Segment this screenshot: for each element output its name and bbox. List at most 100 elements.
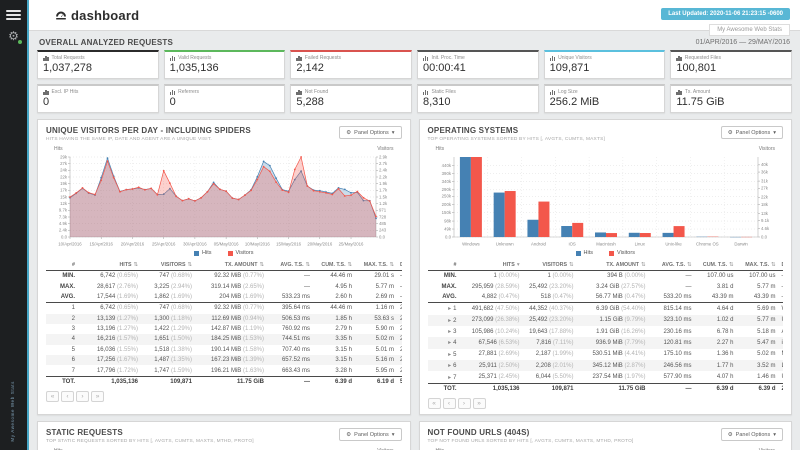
cell: Macintosh [779,349,784,360]
stat-card: Referrers 0 [163,84,286,113]
cell: 27,881 (2.69%) [478,351,520,358]
column-header[interactable]: DATA⇅ [779,260,784,271]
operating-systems-chart[interactable]: 0.0 49k 98k 150k 200k 250k 290k 340k 390k 440k 0.0… [428,153,784,249]
panel-options-button[interactable]: ⚙ Panel Options ▾ [720,428,783,442]
svg-text:2.4k: 2.4k [379,168,388,173]
panel-options-button[interactable]: ⚙ Panel Options ▾ [720,126,783,139]
sort-icon[interactable]: ⇅ [347,262,352,268]
cell: 167.23 MiB (1.39%) [210,357,264,364]
table-row[interactable]: 6 17,256 (1.67%) 1,487 (1.35%) 167.23 MiB (… [46,355,402,366]
expand-row-icon[interactable]: ▸ [448,317,452,324]
column-header[interactable]: # [453,262,457,268]
next-page-button[interactable]: › [457,398,471,410]
expand-row-icon[interactable]: ▸ [448,374,452,381]
table-row[interactable]: 7 17,796 (1.72%) 1,747 (1.59%) 196.21 MiB (… [46,365,402,376]
sort-icon[interactable]: ⇅ [641,262,646,268]
sort-icon[interactable]: ⇅ [729,262,734,268]
cell: 1.15 GiB (9.79%) [599,317,646,324]
panel-options-button[interactable]: ⚙ Panel Options ▾ [339,126,402,139]
sort-icon[interactable]: ⇅ [187,262,192,268]
table-row[interactable]: 1 6,742 (0.65%) 747 (0.68%) 92.32 MiB (0.77… [46,303,402,314]
cell: 5.95 m [375,367,394,374]
sort-icon[interactable]: ⇅ [687,262,692,268]
legend-visitors[interactable]: Visitors [609,250,635,256]
expand-row-icon[interactable]: ▸ [448,329,452,336]
expand-row-icon[interactable]: ▸ [448,306,452,313]
column-header[interactable]: AVG. T.S. ⇅ [280,262,310,268]
column-header[interactable]: AVG. T.S. ⇅ [661,262,692,268]
cell: 17,544 (1.69%) [96,293,138,300]
table-row[interactable]: 2 13,139 (1.27%) 1,300 (1.18%) 112.69 MiB (… [46,313,402,324]
svg-text:Windows: Windows [462,242,479,247]
column-header[interactable]: MAX. T.S. ⇅ [363,262,394,268]
sort-icon[interactable]: ⇅ [259,262,264,268]
card-label: Static Files [431,89,456,95]
first-page-button[interactable]: « [427,398,441,410]
prev-page-button[interactable]: ‹ [442,398,456,410]
sidebar-footer-text: My Awesome Web Stats [10,381,15,442]
expand-row-icon[interactable]: ▸ [448,363,452,370]
cell: 1.02 d [716,317,734,324]
total-row: TOT. 1,035,136 109,871 11.75 GiB — 6.39 d 6.19… [46,376,402,387]
column-header[interactable]: MAX. T.S. ⇅ [745,262,776,268]
table-row[interactable]: ▸ 7 25,371 (2.45%) 6,044 (5.50%) 237.54 MiB … [428,371,783,383]
unique-visitors-table: # HITS ⇅ VISITORS ⇅ TX. AMOUNT ⇅ AVG. T.S. ⇅ CUM.… [46,260,402,387]
last-page-button[interactable]: » [472,398,486,410]
column-header[interactable]: # [72,262,75,268]
column-header[interactable]: VISITORS ⇅ [542,262,574,268]
legend-visitors[interactable]: Visitors [227,250,253,256]
table-row[interactable]: ▸ 5 27,881 (2.69%) 2,187 (1.99%) 530.51 MiB … [428,349,784,360]
sort-icon[interactable]: ⇅ [771,262,776,268]
column-header[interactable]: CUM. T.S. ⇅ [321,262,352,268]
hits-swatch [194,250,200,256]
panel-subtitle: TOP OPERATING SYSTEMS SORTED BY HITS [, … [427,137,606,142]
table-row[interactable]: ▸ 4 67,546 (6.53%) 7,816 (7.11%) 936.9 MiB (… [427,337,783,349]
cell: 109,871 [170,378,192,385]
card-value: 1,035,136 [169,62,219,74]
cell: 5.01 m [375,346,394,353]
cell: AVG. [442,293,457,300]
column-header[interactable]: HITS ⇅ [119,262,138,268]
expand-row-icon[interactable]: ▸ [448,351,452,358]
column-header[interactable]: DATA▾ [397,260,402,271]
menu-toggle-button[interactable] [6,9,21,20]
settings-gear-icon[interactable]: ⚙ [6,30,22,44]
cell: 5.16 m [375,357,394,364]
cell: 6.78 h [716,328,734,335]
expand-row-icon[interactable]: ▸ [448,340,452,347]
cell: 107.00 us [707,273,734,280]
report-title[interactable]: My Awesome Web Stats [709,24,790,36]
sort-icon[interactable]: ⇅ [389,262,394,268]
column-header[interactable]: TX. AMOUNT ⇅ [606,262,646,268]
table-row[interactable]: ▸ 3 105,986 (10.24%) 19,643 (17.88%) 1.91 Gi… [428,326,783,337]
svg-text:15/Apr/2016: 15/Apr/2016 [90,242,114,247]
unique-visitors-chart[interactable]: 0.0 2.4k 4.9k 7.3k 9.7k 12k 15k 17k 19k 22k 24k 27k… [46,153,402,249]
table-row[interactable]: 3 13,196 (1.27%) 1,422 (1.29%) 142.87 MiB (… [46,324,402,334]
column-header[interactable]: TX. AMOUNT ⇅ [224,262,264,268]
cell: 1,518 (1.38%) [154,346,192,353]
table-row[interactable]: 4 16,216 (1.57%) 1,651 (1.50%) 184.25 MiB (… [46,334,402,345]
prev-page-button[interactable]: ‹ [61,391,74,403]
first-page-button[interactable]: « [46,391,59,403]
svg-text:Linux: Linux [634,242,645,247]
legend-hits[interactable]: Hits [194,250,212,256]
table-row[interactable]: 5 16,036 (1.55%) 1,518 (1.38%) 190.14 MiB (… [46,345,402,355]
panel-options-button[interactable]: ⚙ Panel Options ▾ [339,428,402,442]
last-page-button[interactable]: » [91,391,104,403]
sort-icon[interactable]: ⇅ [569,262,574,268]
legend-hits[interactable]: Hits [575,250,593,256]
card-value: 109,871 [549,62,590,74]
unique-visitors-panel: UNIQUE VISITORS PER DAY - INCLUDING SPID… [37,119,411,416]
column-header[interactable]: HITS ▾ [502,262,520,268]
table-row[interactable]: ▸ 6 25,911 (2.50%) 2,208 (2.01%) 345.12 MiB … [427,360,783,372]
next-page-button[interactable]: › [76,391,89,403]
sort-desc-icon[interactable]: ▾ [516,262,520,268]
column-header[interactable]: VISITORS ⇅ [160,262,192,268]
table-row[interactable]: ▸ 2 273,099 (26.38%) 25,492 (23.20%) 1.15 Gi… [427,314,783,326]
column-header[interactable]: CUM. T.S. ⇅ [702,262,734,268]
cell: 43.39 m [753,293,776,300]
table-row[interactable]: ▸ 1 491,682 (47.50%) 44,352 (40.37%) 6.39 Gi… [428,303,783,315]
sort-icon[interactable]: ⇅ [133,262,138,268]
sort-icon[interactable]: ⇅ [305,262,310,268]
panel-title: STATIC REQUESTS [46,428,123,438]
